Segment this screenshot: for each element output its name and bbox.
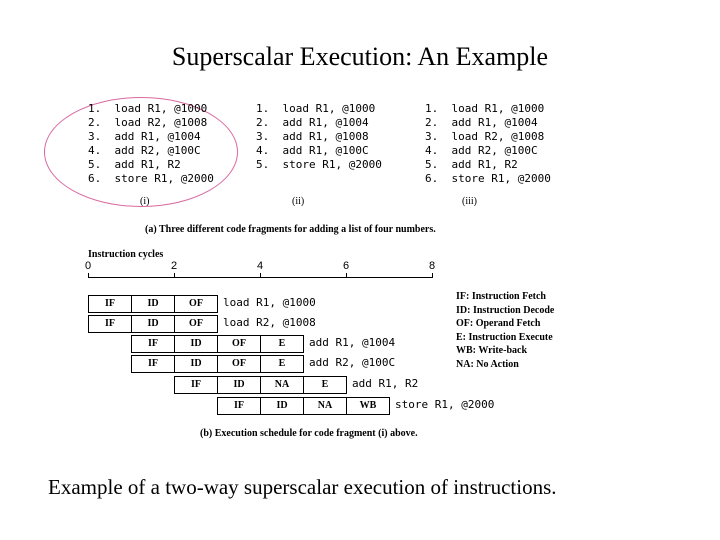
code-line: 5. store R1, @2000 xyxy=(256,158,382,171)
row-instruction: add R1, R2 xyxy=(352,377,419,390)
code-line: 3. load R2, @1008 xyxy=(425,130,545,143)
code-line: 2. add R1, @1004 xyxy=(256,116,369,129)
code-fragment-ii: 1. load R1, @1000 2. add R1, @1004 3. add … xyxy=(256,102,382,172)
caption-a: (a) Three different code fragments for a… xyxy=(145,224,436,235)
code-line: 6. store R1, @2000 xyxy=(425,172,551,185)
stage-cell: ID xyxy=(131,315,175,333)
row-instruction: store R1, @2000 xyxy=(395,398,495,411)
axis-title: Instruction cycles xyxy=(88,249,164,260)
slide-caption: Example of a two-way superscalar executi… xyxy=(48,475,557,499)
stage-cell: E xyxy=(260,355,304,373)
code-line: 2. add R1, @1004 xyxy=(425,116,538,129)
legend-entry: E: Instruction Execute xyxy=(456,331,553,343)
code-line: 6. store R1, @2000 xyxy=(88,172,214,185)
tick-mark xyxy=(88,273,89,278)
stage-cell: ID xyxy=(217,376,261,394)
tick-mark xyxy=(346,273,347,278)
legend-entry: IF: Instruction Fetch xyxy=(456,291,546,302)
slide-title: Superscalar Execution: An Example xyxy=(171,42,549,71)
tick-label: 0 xyxy=(84,260,92,272)
fragment-label-iii: (iii) xyxy=(462,196,477,207)
code-line: 4. add R2, @100C xyxy=(88,144,201,157)
stage-cell: NA xyxy=(260,376,304,394)
stage-cell: OF xyxy=(174,315,218,333)
row-instruction: add R1, @1004 xyxy=(309,336,396,349)
tick-mark xyxy=(260,273,261,278)
stage-cell: OF xyxy=(217,355,261,373)
stage-legend: IF: Instruction Fetch ID: Instruction Dec… xyxy=(456,290,554,371)
code-line: 3. add R1, @1004 xyxy=(88,130,201,143)
stage-cell: IF xyxy=(131,335,175,353)
stage-cell: ID xyxy=(174,355,218,373)
code-line: 1. load R1, @1000 xyxy=(88,102,208,115)
stage-cell: ID xyxy=(260,397,304,415)
code-line: 1. load R1, @1000 xyxy=(256,102,376,115)
stage-cell: IF xyxy=(217,397,261,415)
legend-entry: WB: Write-back xyxy=(456,345,528,356)
schedule-row: IF ID NA WB store R1, @2000 xyxy=(217,397,577,415)
code-line: 4. add R2, @100C xyxy=(425,144,538,157)
legend-entry: NA: No Action xyxy=(456,358,519,370)
stage-cell: ID xyxy=(174,335,218,353)
legend-entry: ID: Instruction Decode xyxy=(456,304,555,316)
tick-label: 8 xyxy=(428,260,436,272)
code-fragment-i: 1. load R1, @1000 2. load R2, @1008 3. add… xyxy=(88,102,214,186)
row-instruction: load R2, @1008 xyxy=(223,316,316,329)
stage-cell: IF xyxy=(88,295,132,313)
code-line: 5. add R1, R2 xyxy=(88,158,181,171)
tick-label: 4 xyxy=(256,260,264,272)
highlight-ellipse xyxy=(44,97,238,207)
legend-entry: OF: Operand Fetch xyxy=(456,318,541,329)
code-line: 5. add R1, R2 xyxy=(425,158,518,171)
tick-label: 6 xyxy=(342,260,350,272)
stage-cell: IF xyxy=(88,315,132,333)
stage-cell: ID xyxy=(131,295,175,313)
code-line: 4. add R1, @100C xyxy=(256,144,369,157)
code-line: 1. load R1, @1000 xyxy=(425,102,545,115)
stage-cell: E xyxy=(303,376,347,394)
schedule-row: IF ID OF load R2, @1008 xyxy=(88,315,448,333)
row-instruction: add R2, @100C xyxy=(309,356,396,369)
stage-cell: WB xyxy=(346,397,390,415)
stage-cell: NA xyxy=(303,397,347,415)
row-instruction: load R1, @1000 xyxy=(223,296,316,309)
tick-mark xyxy=(174,273,175,278)
fragment-label-i: (i) xyxy=(140,196,150,207)
stage-cell: IF xyxy=(174,376,218,394)
schedule-row: IF ID OF load R1, @1000 xyxy=(88,295,448,313)
caption-b: (b) Execution schedule for code fragment… xyxy=(200,428,418,439)
code-fragment-iii: 1. load R1, @1000 2. add R1, @1004 3. load… xyxy=(425,102,551,186)
stage-cell: OF xyxy=(174,295,218,313)
fragment-label-ii: (ii) xyxy=(292,196,305,207)
stage-cell: IF xyxy=(131,355,175,373)
stage-cell: E xyxy=(260,335,304,353)
code-line: 2. load R2, @1008 xyxy=(88,116,208,129)
tick-mark xyxy=(432,273,433,278)
code-line: 3. add R1, @1008 xyxy=(256,130,369,143)
tick-label: 2 xyxy=(170,260,178,272)
axis-line xyxy=(88,277,433,278)
stage-cell: OF xyxy=(217,335,261,353)
